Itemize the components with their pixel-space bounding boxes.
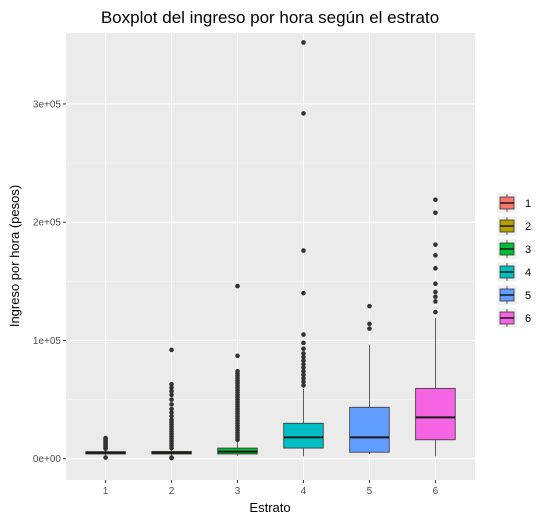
outlier-point [301,40,306,45]
outlier-point [235,368,240,374]
y-tick-label: 3e+05 [33,99,62,110]
outlier-point [169,402,174,407]
outlier-point [433,289,438,295]
x-axis-title: Estrato [249,500,290,515]
outlier-point [367,326,372,331]
outlier-point [301,351,306,356]
x-tick-label: 4 [301,486,307,497]
outlier-point [301,368,306,374]
outlier-point [433,294,438,300]
x-axis: 1 2 3 4 5 6 [103,480,439,497]
outlier-point [169,381,174,387]
x-tick-label: 3 [235,486,241,497]
legend-label: 6 [525,313,531,325]
outlier-point [169,417,174,422]
legend-label: 4 [525,267,531,279]
outlier-point [169,347,174,353]
outlier-point [169,406,174,412]
y-tick-label: 1e+05 [33,336,62,347]
box [283,422,324,449]
outlier-point [301,248,306,253]
outlier-point [433,299,438,304]
x-tick-label: 6 [433,486,439,497]
x-tick-label: 2 [169,486,175,497]
minor-gridlines [66,162,475,400]
legend-item-3: 3 [497,239,531,259]
box-group-1 [85,435,126,460]
outlier-point [433,281,438,286]
outlier-point [169,410,174,415]
outlier-point [367,321,372,327]
legend-item-6: 6 [497,308,531,328]
outlier-point [301,358,306,363]
outlier-point [301,361,306,367]
outlier-point [367,303,372,309]
outlier-point [433,266,438,271]
legend-label: 3 [525,244,531,256]
chart-title: Boxplot del ingreso por hora según el es… [101,8,439,27]
outlier-point [433,242,438,247]
box [415,387,456,441]
box-group-2 [151,347,192,461]
outlier-point [301,365,306,370]
outlier-point [301,111,306,116]
outlier-point [103,455,108,460]
legend-item-1: 1 [497,193,531,213]
y-axis: 0e+00 1e+05 2e+05 3e+05 [33,99,66,465]
outlier-point [169,455,174,460]
outlier-point [169,397,174,402]
x-tick-label: 5 [367,486,373,497]
outlier-point [433,309,438,315]
box [349,406,390,453]
outlier-point [301,372,306,378]
boxes-layer [85,40,456,461]
outlier-point [301,346,306,352]
legend-label: 1 [525,198,531,210]
outlier-point [235,353,240,359]
outlier-point [301,290,306,296]
y-axis-title: Ingreso por hora (pesos) [7,185,22,327]
outlier-point [301,376,306,381]
outlier-point [301,379,306,385]
legend-label: 5 [525,290,531,302]
y-tick-label: 2e+05 [33,218,62,229]
y-tick-label: 0e+00 [33,454,62,465]
outlier-point [301,332,306,337]
outlier-point [301,354,306,360]
outlier-point [433,197,438,203]
legend: 1 2 3 4 5 6 [497,193,531,328]
box-group-6 [415,197,456,457]
legend-item-2: 2 [497,216,531,236]
legend-item-5: 5 [497,285,531,305]
plot-panel [66,33,475,480]
outlier-point [169,385,174,391]
box-group-5 [349,303,390,454]
outlier-point [301,383,306,388]
outlier-point [103,435,108,441]
box-group-4 [283,40,324,457]
outlier-point [169,392,174,398]
legend-label: 2 [525,221,531,233]
outlier-point [169,389,174,394]
outlier-point [433,253,438,258]
legend-item-4: 4 [497,262,531,282]
x-tick-label: 1 [103,486,109,497]
box-group-3 [217,283,258,456]
outlier-point [301,340,306,346]
outlier-point [235,283,240,289]
outlier-point [169,413,174,419]
outlier-point [433,210,438,216]
